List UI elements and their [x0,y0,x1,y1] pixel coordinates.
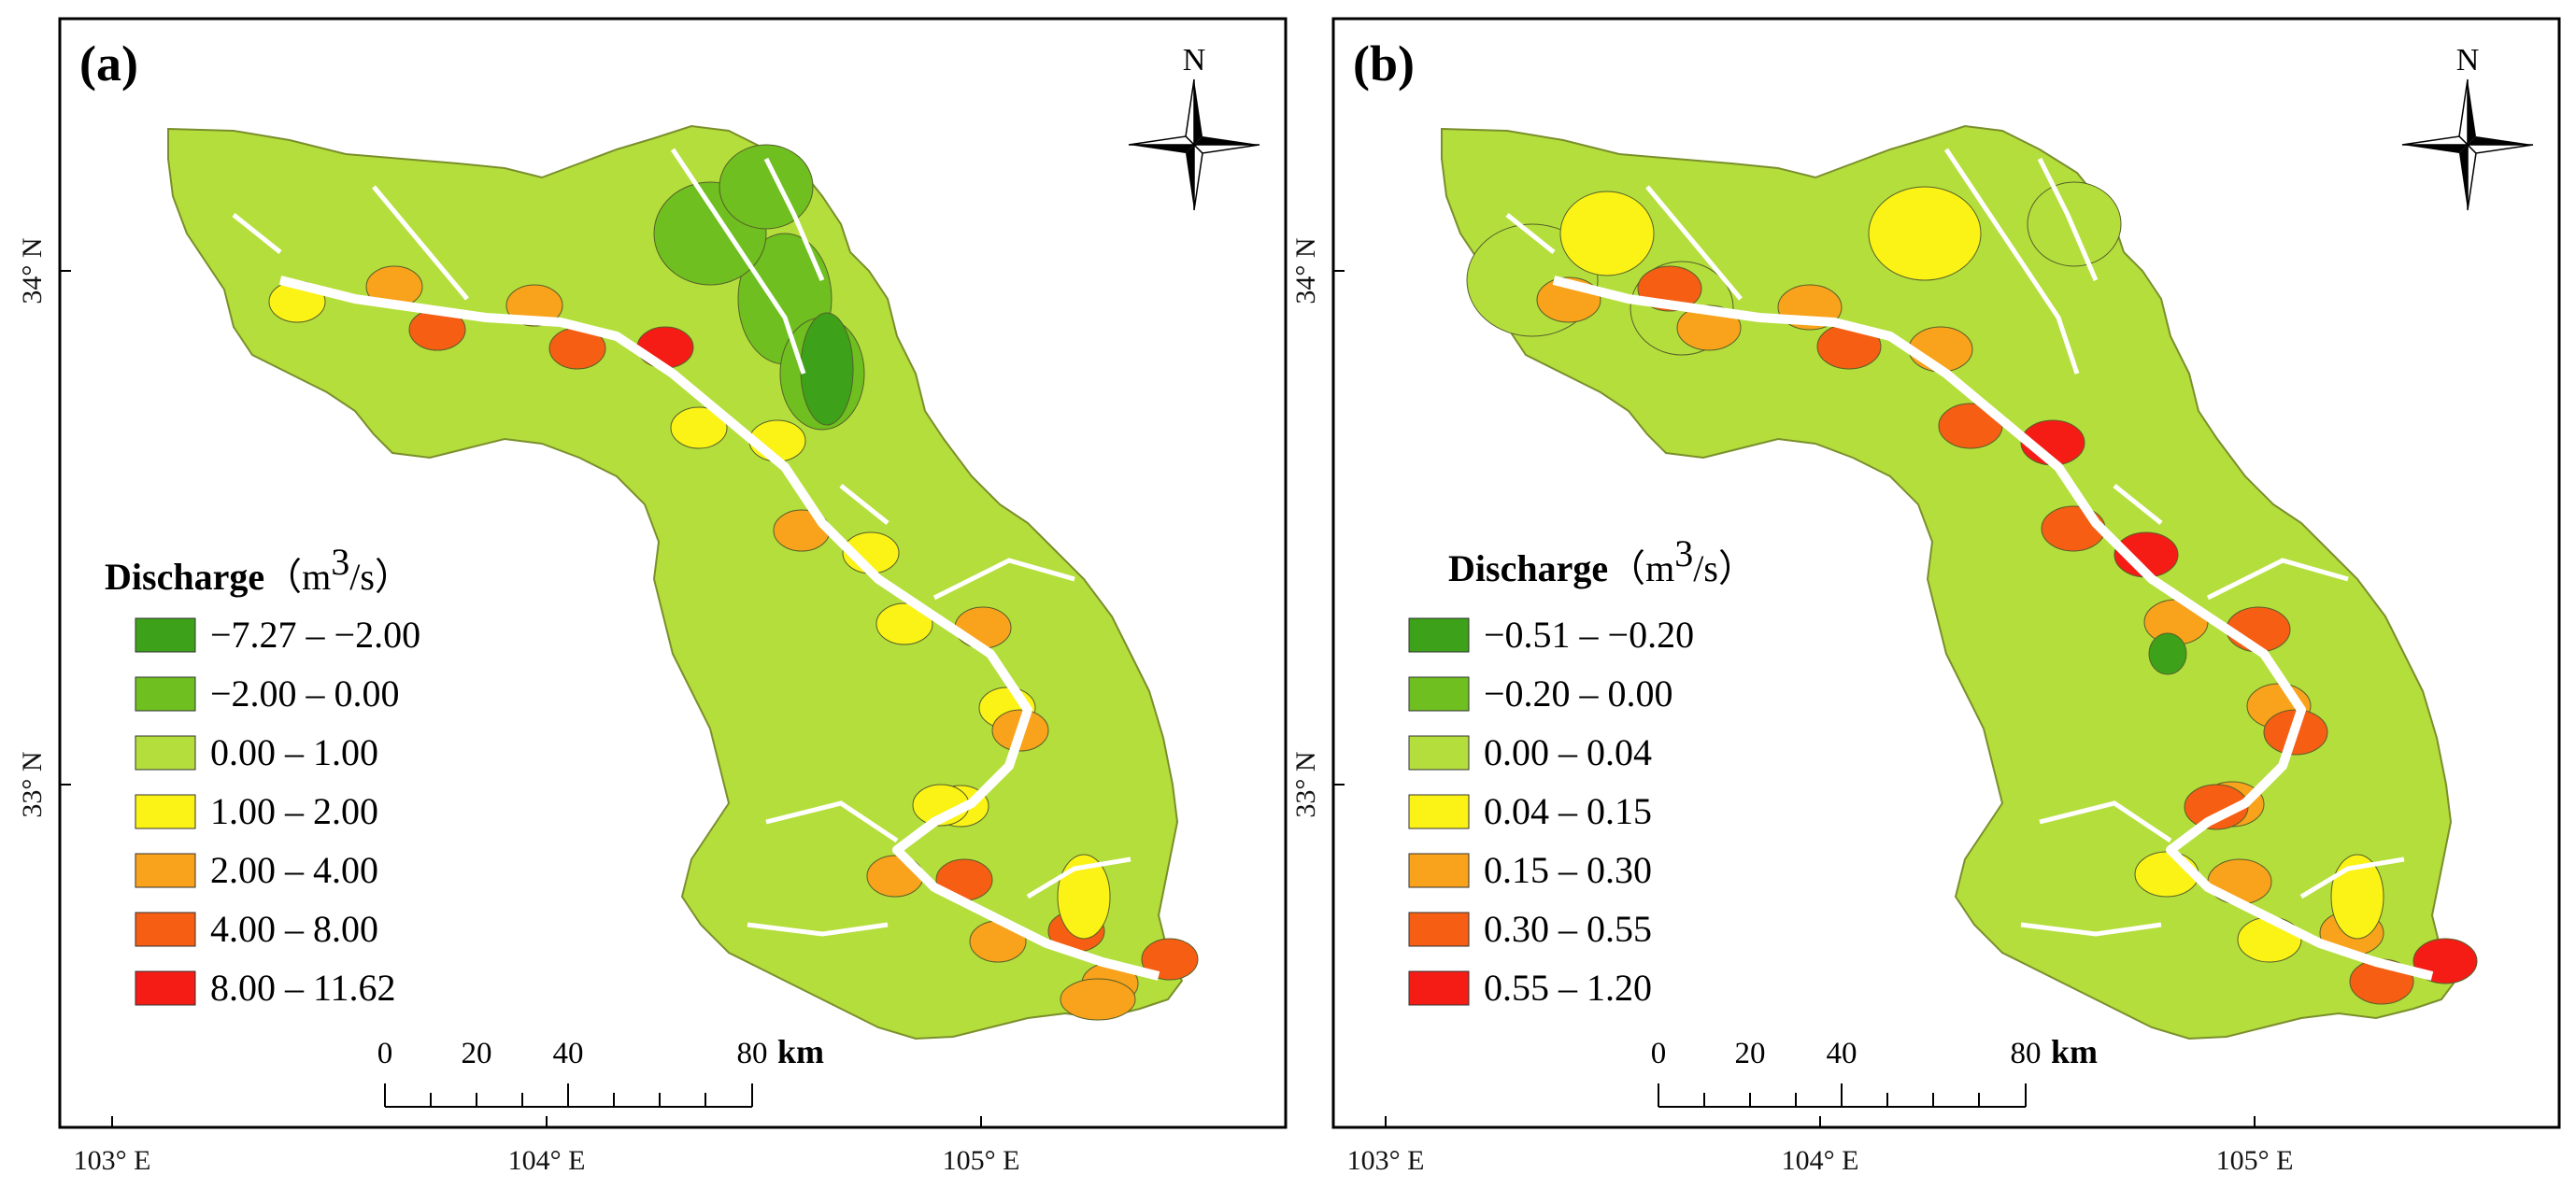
patch-a-10 [875,602,933,645]
patch-light-b-3 [1868,186,1982,281]
patch-yellow-se-a [1057,854,1111,940]
legend-swatch-a-0 [135,617,196,653]
scale-tick-80-b: 80 [2011,1037,2042,1070]
legend-title-text-a: Discharge [105,556,264,598]
patch-b-17 [2207,858,2272,905]
legend-label-a-3: 1.00 – 2.00 [210,790,378,832]
legend-label-a-1: −2.00 – 0.00 [210,672,400,715]
legend-unit-close-b: /s） [1693,547,1756,589]
legend-label-b-5: 0.30 – 0.55 [1484,908,1652,950]
scale-unit-a: km [777,1033,824,1070]
legend-swatch-b-4 [1408,853,1470,888]
x-axis-labels-a: 103° E 104° E 105° E [74,1145,1020,1176]
legend-label-b-2: 0.00 – 0.04 [1484,731,1652,773]
scale-tick-20-a: 20 [462,1037,492,1070]
patch-yellow-se-b [2330,854,2384,940]
scale-tick-0-b: 0 [1651,1037,1667,1070]
axis-ticks-a [60,270,982,1127]
legend-swatch-b-0 [1408,617,1470,653]
legend-label-a-2: 0.00 – 1.00 [210,731,378,773]
legend-unit-sup-a: 3 [331,541,349,583]
axis-ticks-b [1333,270,2256,1127]
north-arrow-a: N [1128,43,1260,211]
y-label-33-a: 33° N [17,751,48,817]
x-label-103-a: 103° E [74,1145,151,1176]
patch-light-b-1 [1559,191,1655,276]
legend-swatch-b-1 [1408,676,1470,712]
panel-label-a: (a) [79,35,138,92]
legend-items-a: −7.27 – −2.00 −2.00 – 0.00 0.00 – 1.00 1.00… [135,614,420,1009]
north-arrow-b: N [2401,43,2534,211]
river-network-b [1552,276,2434,981]
scale-bar-a: 0 20 40 80 km [377,1033,824,1108]
scale-tick-80-a: 80 [737,1037,768,1070]
legend-swatch-a-3 [135,794,196,829]
legend-swatch-a-1 [135,676,196,712]
river-network-a [278,276,1160,981]
panel-b: (b) N Discharge（m3/s） −0.51 – −0.20 −0.20… [1331,17,2561,1129]
legend-items-b: −0.51 – −0.20 −0.20 – 0.00 0.00 – 0.04 0.04… [1408,614,1694,1009]
legend-swatch-b-6 [1408,970,1470,1006]
y-axis-labels-a: 34° N 33° N [17,237,48,817]
patch-green-a-3 [719,144,814,230]
y-axis-labels-b: 34° N 33° N [1290,237,1321,817]
x-axis-labels-b: 103° E 104° E 105° E [1347,1145,2294,1176]
patch-a-21 [1141,938,1199,981]
tributaries-b [1505,148,2405,937]
discharge-patches-a [268,144,1199,1021]
panel-a: (a) N Discharge（m3/s） −7.27 – −2.00 −2.00… [58,17,1288,1129]
legend-label-b-0: −0.51 – −0.20 [1484,614,1694,656]
y-label-33-b: 33° N [1290,751,1321,817]
legend-label-a-4: 2.00 – 4.00 [210,849,378,891]
scale-tick-0-a: 0 [377,1037,393,1070]
legend-label-b-6: 0.55 – 1.20 [1484,967,1652,1009]
patch-a-6 [670,406,728,449]
legend-swatch-a-4 [135,853,196,888]
legend-unit-close-a: /s） [349,556,412,598]
x-label-104-b: 104° E [1782,1145,1859,1176]
patch-a-11 [954,606,1012,649]
legend-label-b-1: −0.20 – 0.00 [1484,672,1673,715]
tributaries-a [232,148,1131,937]
scale-unit-b: km [2051,1033,2098,1070]
legend-a: Discharge（m3/s） −7.27 – −2.00 −2.00 – 0.0… [105,541,420,1009]
scale-tick-40-b: 40 [1827,1037,1857,1070]
legend-unit-open-b: （m [1608,547,1674,589]
north-label-a: N [1183,43,1206,78]
legend-swatch-b-2 [1408,735,1470,771]
scale-tick-40-a: 40 [553,1037,584,1070]
patch-a-5 [636,326,694,369]
legend-title-a: Discharge（m3/s） [105,541,412,598]
patch-b-18 [2237,916,2302,963]
north-label-b: N [2456,43,2480,78]
patch-darkgreen-b [2148,632,2187,675]
legend-label-b-4: 0.15 – 0.30 [1484,849,1652,891]
scale-tick-20-b: 20 [1735,1037,1766,1070]
patch-orange-se-a [1060,978,1136,1021]
legend-title-b: Discharge（m3/s） [1448,532,1756,589]
legend-label-a-6: 8.00 – 11.62 [210,967,396,1009]
y-label-34-a: 34° N [17,237,48,304]
x-label-105-a: 105° E [943,1145,1020,1176]
x-label-104-a: 104° E [508,1145,586,1176]
legend-b: Discharge（m3/s） −0.51 – −0.20 −0.20 – 0.0… [1408,532,1756,1009]
legend-unit-sup-b: 3 [1674,532,1693,574]
legend-unit-open-a: （m [264,556,331,598]
legend-label-a-5: 4.00 – 8.00 [210,908,378,950]
y-label-34-b: 34° N [1290,237,1321,304]
patch-darkgreen-a [800,312,854,426]
scale-bar-b: 0 20 40 80 km [1651,1033,2098,1108]
legend-title-text-b: Discharge [1448,547,1608,589]
legend-label-a-0: −7.27 – −2.00 [210,614,420,656]
panel-label-b: (b) [1353,35,1415,92]
legend-label-b-3: 0.04 – 0.15 [1484,790,1652,832]
x-label-103-b: 103° E [1347,1145,1425,1176]
x-label-105-b: 105° E [2216,1145,2294,1176]
legend-swatch-b-3 [1408,794,1470,829]
legend-swatch-b-5 [1408,912,1470,947]
legend-swatch-a-5 [135,912,196,947]
legend-swatch-a-6 [135,970,196,1006]
legend-swatch-a-2 [135,735,196,771]
